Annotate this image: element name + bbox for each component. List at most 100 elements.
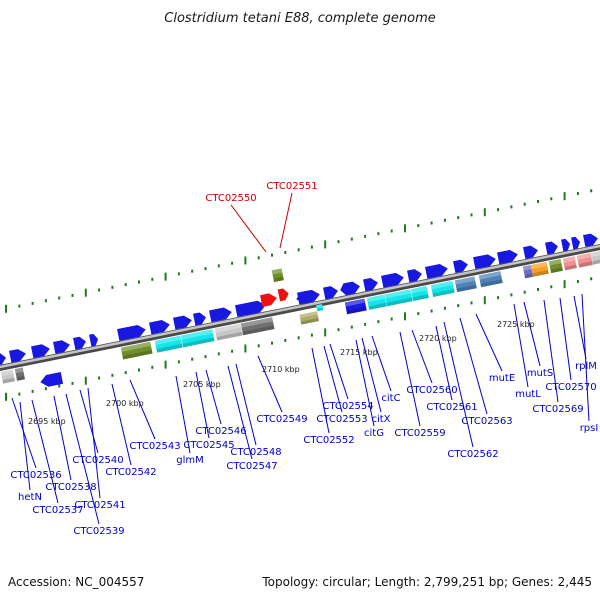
gene-block-khaki	[299, 311, 320, 325]
gene-forward-3	[31, 344, 50, 359]
gene-block-small-cyan	[316, 304, 324, 312]
scale-label: 2715 kbp	[340, 348, 378, 357]
gene-label-ctc02546[interactable]: CTC02546	[195, 426, 246, 437]
gene-label-ctc02542[interactable]: CTC02542	[105, 467, 156, 478]
gene-forward-14	[323, 286, 338, 300]
gene-label-ctc02570[interactable]: CTC02570	[545, 382, 596, 393]
leader-line	[87, 387, 101, 499]
scale-label: 2720 kbp	[419, 334, 457, 343]
gene-label-ctc02536[interactable]: CTC02536	[10, 470, 61, 481]
gene-forward-20	[453, 259, 468, 274]
gene-label-rpsi[interactable]: rpsI	[580, 423, 599, 434]
gene-reverse-2	[340, 282, 352, 296]
genome-summary-text: Topology: circular; Length: 2,799,251 bp…	[261, 575, 592, 589]
gene-forward-25	[561, 238, 571, 252]
leader-line	[53, 395, 72, 481]
leader-line	[311, 347, 330, 434]
gene-forward-7	[117, 324, 146, 341]
gene-label-ctc02560[interactable]: CTC02560	[406, 385, 457, 396]
scale-label: 2710 kbp	[262, 365, 300, 374]
gene-forward-16	[363, 277, 378, 292]
gene-block-1	[0, 369, 15, 384]
scale-label: 2705 kbp	[183, 380, 221, 389]
leader-line	[175, 375, 191, 454]
leader-line	[205, 369, 222, 425]
gene-forward-21	[473, 254, 496, 270]
gene-features	[0, 233, 600, 387]
gene-label-hetn[interactable]: hetN	[18, 492, 42, 503]
gene-label-ctc02539[interactable]: CTC02539	[73, 526, 124, 537]
leader-line	[323, 345, 343, 413]
gene-label-ctc02548[interactable]: CTC02548	[230, 447, 281, 458]
gene-label-ctc02537[interactable]: CTC02537	[32, 505, 83, 516]
gene-label-ctc02562[interactable]: CTC02562	[447, 449, 498, 460]
gene-forward-19	[425, 264, 448, 279]
gene-block-olive-top	[271, 268, 284, 283]
gene-forward-17	[381, 272, 404, 288]
gene-forward-2	[9, 349, 26, 363]
gene-forward-23	[523, 245, 538, 259]
scale-label: 2725 kbp	[497, 320, 535, 329]
gene-block-11	[410, 286, 429, 301]
leader-line	[65, 393, 100, 525]
leader-line	[559, 297, 572, 381]
gene-forward-18	[407, 269, 422, 283]
gene-label-ctc02540[interactable]: CTC02540	[72, 455, 123, 466]
gene-label-ctc02561[interactable]: CTC02561	[426, 402, 477, 413]
gene-block-9	[366, 294, 387, 310]
tick-marks	[5, 189, 593, 401]
gene-forward-4	[53, 340, 70, 354]
gene-label-muts[interactable]: mutS	[527, 368, 553, 379]
gene-label-rplm[interactable]: rplM	[575, 361, 597, 372]
gene-label-mutl[interactable]: mutL	[515, 389, 541, 400]
gene-block-19	[576, 253, 593, 268]
gene-label-ctc02559[interactable]: CTC02559	[394, 428, 445, 439]
gene-label-ctc02545[interactable]: CTC02545	[183, 440, 234, 451]
gene-label-ctc02569[interactable]: CTC02569	[532, 404, 583, 415]
gene-block-4	[154, 335, 183, 353]
gene-label-ctc02563[interactable]: CTC02563	[461, 416, 512, 427]
gene-label-citc[interactable]: citC	[381, 393, 400, 404]
gene-label-ctc02551[interactable]: CTC02551	[266, 181, 317, 192]
gene-reverse-3	[40, 372, 64, 387]
leader-line	[523, 301, 541, 367]
gene-label-glmm[interactable]: glmM	[176, 455, 204, 466]
gene-label-ctc02554[interactable]: CTC02554	[322, 401, 373, 412]
gene-forward-24	[545, 241, 558, 255]
gene-forward-27	[583, 233, 598, 247]
gene-label-ctc02543[interactable]: CTC02543	[129, 441, 180, 452]
leader-line	[31, 399, 59, 504]
gene-block-17	[548, 259, 563, 274]
leader-line	[475, 313, 503, 372]
leader-line	[459, 317, 488, 415]
gene-label-ctc02547[interactable]: CTC02547	[226, 461, 277, 472]
scale-label: 2695 kbp	[28, 417, 66, 426]
leader-line	[329, 343, 349, 400]
leader-line	[361, 337, 382, 413]
leader-line	[227, 365, 253, 460]
gene-label-citg[interactable]: citG	[364, 428, 384, 439]
gene-block-7	[240, 317, 275, 336]
leader-line	[543, 299, 559, 403]
gene-forward-22	[497, 249, 518, 265]
gene-label-ctc02541[interactable]: CTC02541	[74, 500, 125, 511]
gene-block-3	[120, 341, 153, 360]
leader-line	[371, 335, 392, 392]
leader-line	[19, 401, 31, 491]
leader-line	[279, 192, 293, 249]
leader-line	[411, 329, 433, 384]
gene-label-ctc02552[interactable]: CTC02552	[303, 435, 354, 446]
genome-backbone	[0, 243, 600, 372]
gene-label-ctc02549[interactable]: CTC02549	[256, 414, 307, 425]
gene-block-14	[478, 271, 503, 288]
gene-labels: CTC02536 hetN CTC02537 CTC02538 CTC02539 CTC0…	[10, 181, 598, 537]
gene-label-citx[interactable]: citX	[371, 414, 390, 425]
gene-block-12	[430, 280, 455, 297]
gene-label-mute[interactable]: mutE	[489, 373, 515, 384]
gene-block-6	[214, 323, 243, 341]
gene-ctc02550-red	[260, 293, 277, 307]
leader-line	[581, 293, 590, 422]
gene-label-ctc02538[interactable]: CTC02538	[45, 482, 96, 493]
gene-label-ctc02553[interactable]: CTC02553	[316, 414, 367, 425]
gene-label-ctc02550[interactable]: CTC02550	[205, 193, 256, 204]
